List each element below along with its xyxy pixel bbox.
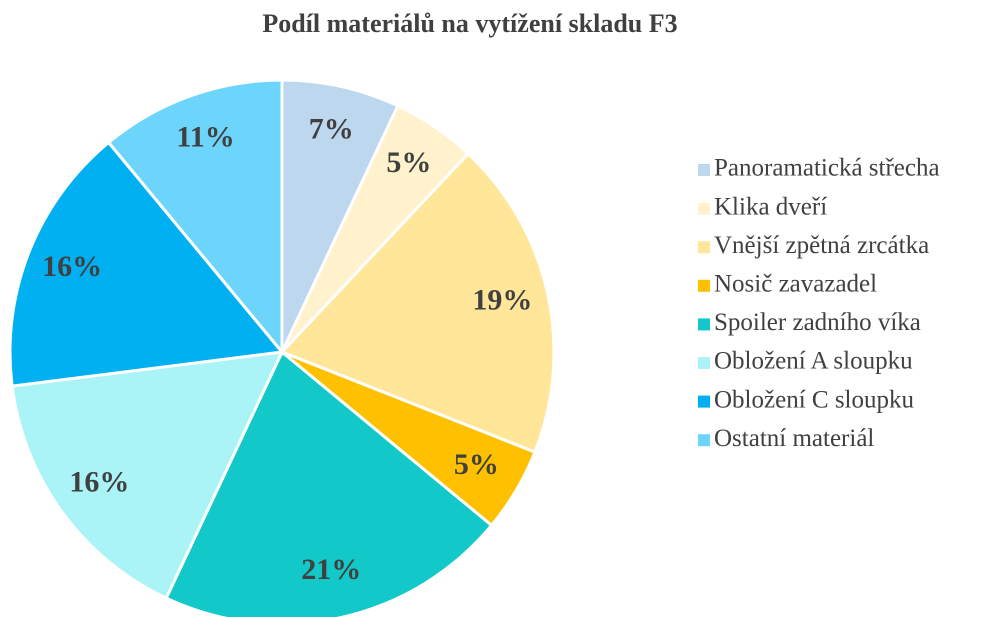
data-label: 16%	[69, 466, 129, 499]
data-label: 5%	[454, 448, 499, 481]
legend-label: Obložení C sloupku	[714, 386, 914, 413]
legend-label: Nosič zavazadel	[714, 271, 877, 298]
legend-label: Klika dveří	[714, 193, 827, 220]
pie-slice	[164, 349, 494, 617]
legend-label: Obložení A sloupku	[714, 348, 913, 375]
legend-swatch	[698, 202, 710, 215]
legend-label: Spoiler zadního víka	[714, 309, 921, 336]
pie-slice	[106, 78, 284, 357]
legend-swatch	[698, 395, 710, 408]
data-label: 16%	[42, 250, 102, 283]
pie-slice	[10, 350, 285, 601]
chart-title: Podíl materiálů na vytížení skladu F3	[262, 9, 677, 38]
data-label: 7%	[309, 113, 354, 146]
pie-slice	[280, 78, 400, 353]
legend-swatch	[698, 357, 710, 369]
legend-label: Panoramatická střecha	[714, 155, 940, 182]
data-label: 21%	[301, 553, 361, 586]
legend-swatch	[698, 318, 710, 331]
data-label: 5%	[386, 146, 431, 179]
legend-swatch	[698, 434, 710, 447]
legend-label: Vnější zpětná zrcátka	[714, 232, 929, 259]
legend-swatch	[698, 241, 710, 254]
data-label: 19%	[472, 284, 532, 317]
legend-swatch	[698, 279, 710, 292]
data-label: 11%	[176, 120, 234, 153]
legend-swatch	[698, 164, 710, 176]
pie-slice	[8, 140, 285, 388]
legend-label: Ostatní materiál	[714, 425, 874, 452]
